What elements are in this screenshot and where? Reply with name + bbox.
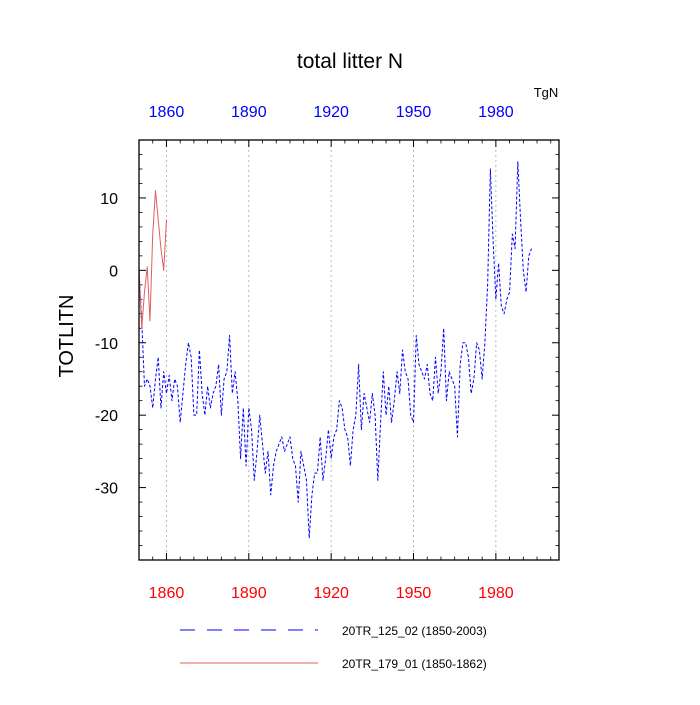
series-line-2: [138, 190, 167, 329]
y-tick-label--20: -20: [95, 408, 118, 425]
y-tick-label--10: -10: [95, 336, 118, 353]
y-axis-label: TOTLITN: [56, 295, 78, 378]
legend-label-series-1: 20TR_125_02 (1850-2003): [342, 624, 487, 638]
x-tick-label-bottom-1950: 1950: [396, 585, 432, 602]
legend: 20TR_125_02 (1850-2003) 20TR_179_01 (185…: [180, 624, 487, 671]
x-tick-label-bottom-1980: 1980: [478, 585, 514, 602]
chart-title: total litter N: [297, 50, 403, 73]
series-layer: [138, 161, 533, 539]
x-tick-label-top-1860: 1860: [149, 104, 185, 121]
x-tick-label-bottom-1920: 1920: [313, 585, 349, 602]
y-tick-label--30: -30: [95, 481, 118, 498]
x-tick-label-top-1980: 1980: [478, 104, 514, 121]
grid-lines: [166, 140, 497, 560]
x-tick-label-bottom-1860: 1860: [149, 585, 185, 602]
y-tick-label-0: 0: [109, 263, 118, 280]
x-tick-label-bottom-1890: 1890: [231, 585, 267, 602]
x-tick-label-top-1920: 1920: [313, 104, 349, 121]
units-label: TgN: [534, 85, 559, 100]
x-tick-label-top-1890: 1890: [231, 104, 267, 121]
y-tick-label-10: 10: [100, 191, 118, 208]
series-line-1: [138, 161, 533, 539]
plot-frame: [138, 139, 560, 561]
legend-label-series-2: 20TR_179_01 (1850-1862): [342, 657, 487, 671]
x-tick-label-top-1950: 1950: [396, 104, 432, 121]
